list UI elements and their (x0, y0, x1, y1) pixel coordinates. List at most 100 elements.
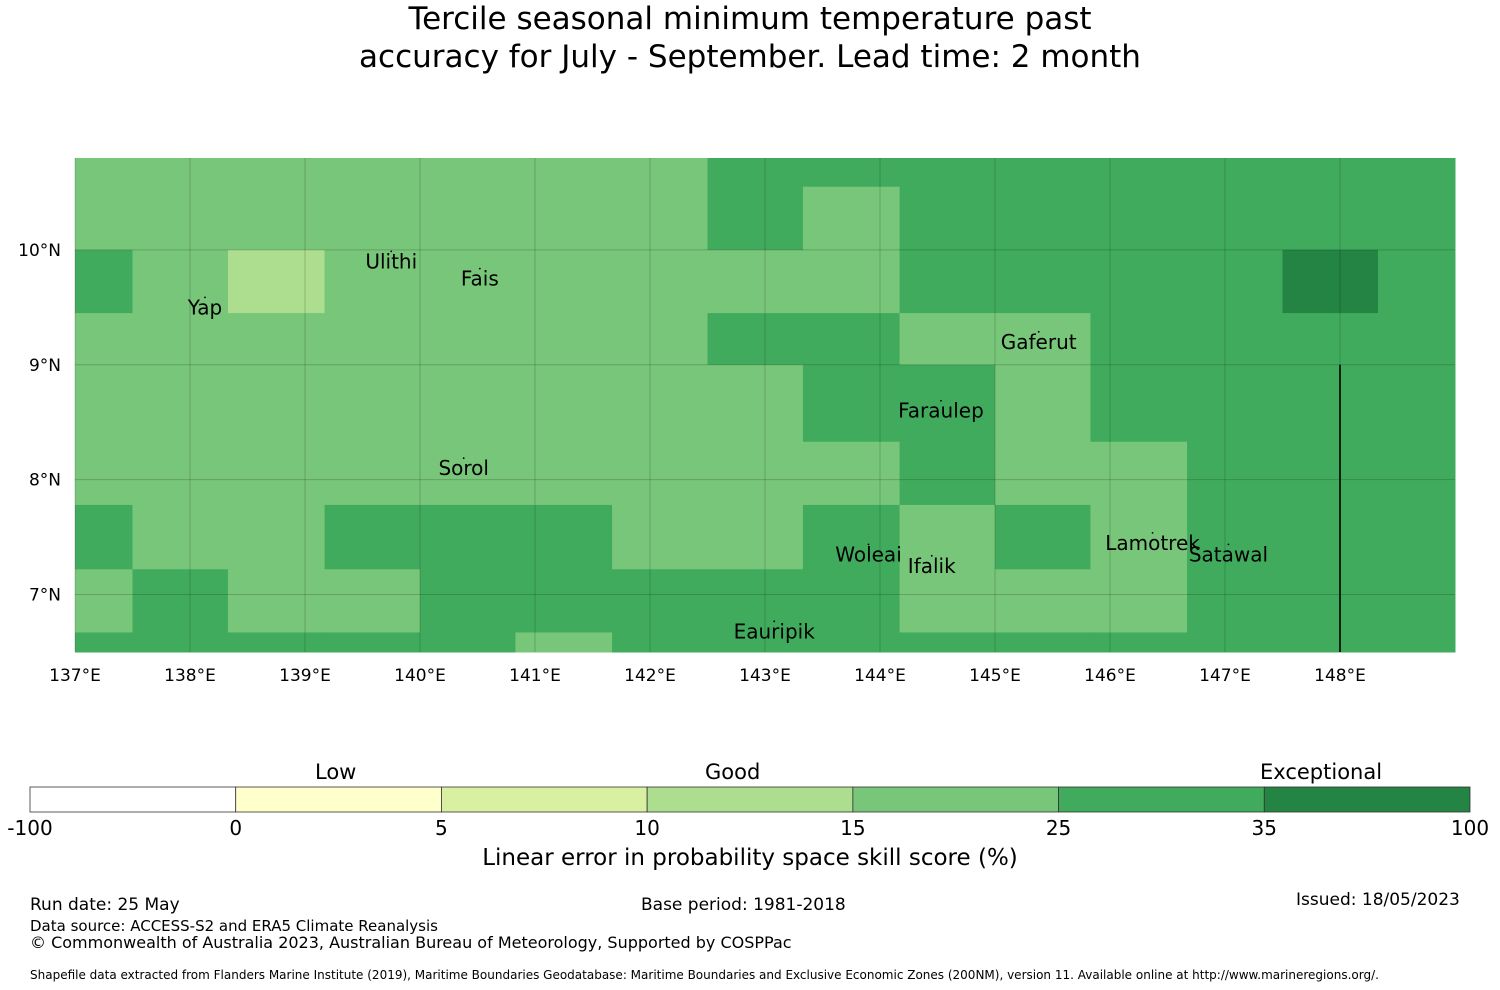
place-label: Lamotrek (1105, 531, 1200, 555)
y-tick-label: 8°N (29, 471, 61, 491)
grid-cell (227, 313, 326, 366)
grid-cell (612, 158, 708, 188)
grid-cell (324, 364, 421, 443)
grid-cell (1187, 364, 1283, 443)
grid-cell (1377, 313, 1456, 366)
grid-cell (75, 158, 133, 188)
grid-cell (420, 569, 516, 633)
place-label: Satawal (1189, 542, 1268, 566)
x-tick-label: 139°E (279, 666, 331, 686)
grid-cell (899, 504, 996, 570)
island-marker (930, 554, 933, 557)
grid-cell (227, 632, 326, 653)
colorbar-tick: 35 (1251, 816, 1278, 840)
grid-cell (802, 158, 901, 188)
grid-cell (132, 364, 229, 443)
grid-cell (899, 186, 996, 251)
grid-cell (612, 249, 708, 314)
grid-cell (227, 569, 326, 633)
place-label: Sorol (438, 456, 489, 480)
place-label: Gaferut (1001, 330, 1077, 354)
grid-cell (324, 441, 421, 506)
grid-cell (612, 504, 708, 570)
grid-cell (1187, 569, 1283, 633)
colorbar-tick: 100 (1450, 816, 1490, 840)
grid-cell (515, 504, 613, 570)
x-tick-label: 148°E (1314, 666, 1366, 686)
grid-cell (75, 186, 133, 251)
grid-cell (1090, 158, 1188, 188)
grid-cell (75, 504, 133, 570)
grid-cell (515, 364, 613, 443)
grid-cell (515, 313, 613, 366)
category-good: Good (705, 760, 761, 784)
grid-cell (1377, 441, 1456, 506)
place-label: Ifalik (908, 554, 956, 578)
grid-cell (612, 632, 708, 653)
grid-cell (75, 441, 133, 506)
grid-cell (995, 364, 1091, 443)
grid-cell (707, 364, 804, 443)
grid-cell (515, 441, 613, 506)
grid-cell (707, 441, 804, 506)
island-marker (462, 457, 465, 460)
run-date: Run date: 25 May (30, 895, 180, 915)
x-tick-label: 137°E (49, 666, 101, 686)
grid-cell (515, 186, 613, 251)
y-tick-label: 9°N (29, 356, 61, 376)
grid-cell (227, 249, 326, 314)
grid-cell (995, 441, 1091, 506)
y-tick-label: 10°N (18, 241, 61, 261)
title-line-1: Tercile seasonal minimum temperature pas… (408, 1, 1092, 37)
grid-cell (802, 249, 901, 314)
grid-cell (1377, 186, 1456, 251)
grid-cell (420, 504, 516, 570)
grid-cell (1282, 441, 1379, 506)
colorbar-tick: -100 (7, 816, 53, 840)
colorbar-bin (441, 786, 648, 813)
colorbar-bin (1058, 786, 1265, 813)
grid-cell (1282, 158, 1379, 188)
grid-cell (1090, 504, 1188, 570)
grid-cell (1282, 632, 1379, 653)
colorbar-bin (1263, 786, 1471, 813)
x-tick-label: 146°E (1084, 666, 1136, 686)
grid-cell (132, 441, 229, 506)
grid-cell (132, 313, 229, 366)
x-tick-label: 147°E (1199, 666, 1251, 686)
grid-cell (324, 186, 421, 251)
title-line-2: accuracy for July - September. Lead time… (359, 39, 1141, 75)
island-marker (1227, 543, 1230, 546)
colorbar-bin (235, 786, 442, 813)
grid-cell (899, 441, 996, 506)
grid-cell (420, 632, 516, 653)
grid-cell (420, 158, 516, 188)
grid-cell (1187, 504, 1283, 570)
x-tick-label: 140°E (394, 666, 446, 686)
island-marker (773, 620, 776, 623)
x-tick-label: 141°E (509, 666, 561, 686)
colorbar-tick: 15 (840, 816, 866, 840)
colorbar-tick: 5 (435, 816, 448, 840)
grid-cell (707, 569, 804, 633)
grid-cell (227, 364, 326, 443)
grid-cell (420, 249, 516, 314)
island-marker (867, 543, 870, 546)
grid-cell (1090, 186, 1188, 251)
grid-cell (1187, 158, 1283, 188)
grid-cell (802, 504, 901, 570)
grid-cell (1187, 249, 1283, 314)
colorbar-label: Linear error in probability space skill … (482, 845, 1018, 871)
island-marker (1151, 531, 1154, 534)
x-tick-label: 144°E (854, 666, 906, 686)
grid-cell (420, 186, 516, 251)
axis-ticks: 137°E 138°E 139°E 140°E 141°E 142°E 143°E 144°E… (18, 241, 1366, 686)
grid-cell (1090, 313, 1188, 366)
grid-cell (899, 313, 996, 366)
grid-cell (227, 158, 326, 188)
colorbar-bin (646, 786, 854, 813)
grid-cell (707, 249, 804, 314)
grid-cell (1090, 249, 1188, 314)
grid-cell (1377, 364, 1456, 443)
